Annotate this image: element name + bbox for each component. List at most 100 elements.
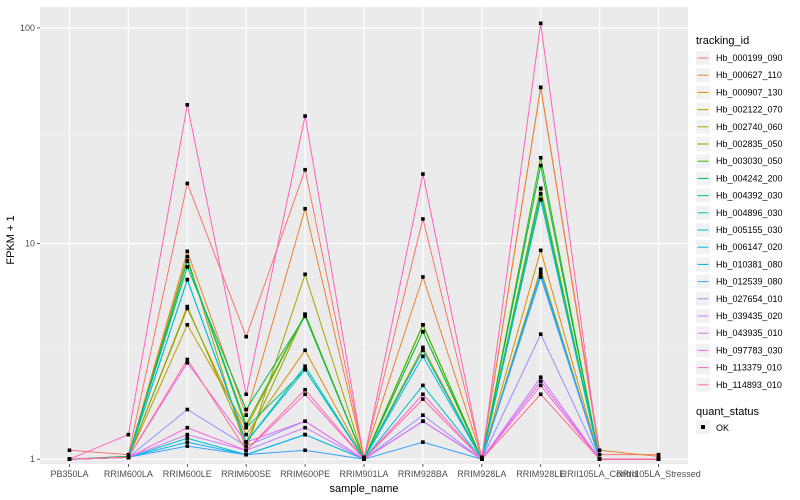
legend-item: Hb_004896_030 — [696, 205, 783, 220]
x-tick-label: RRII105LA_Stressed — [616, 469, 701, 479]
data-point — [538, 248, 543, 253]
legend-label: Hb_005155_030 — [716, 225, 783, 235]
data-point — [597, 457, 602, 461]
data-point — [362, 455, 366, 460]
data-point — [538, 85, 543, 90]
data-point — [185, 259, 190, 263]
data-point — [538, 163, 543, 168]
data-point — [303, 272, 307, 277]
legend-item: Hb_010381_080 — [696, 257, 783, 272]
legend-item: Hb_113379_010 — [696, 360, 782, 375]
x-tick-label: RRIM600LE — [163, 469, 212, 479]
data-point — [538, 267, 543, 272]
status-legend-title: quant_status — [696, 406, 759, 418]
data-point — [656, 454, 661, 459]
x-tick-label: PB350LA — [50, 469, 88, 479]
legend-item: Hb_039435_020 — [696, 309, 783, 323]
data-point — [538, 332, 543, 336]
data-point — [303, 348, 307, 353]
data-point — [126, 452, 131, 457]
status-legend-label: OK — [716, 423, 729, 433]
data-point — [303, 432, 307, 437]
data-point — [538, 392, 543, 397]
data-point — [67, 448, 72, 453]
data-point — [421, 383, 425, 388]
legend-label: Hb_002835_050 — [716, 139, 783, 149]
data-point — [303, 387, 307, 392]
data-point — [185, 436, 190, 441]
data-point — [244, 444, 248, 448]
x-tick-label: RRIM600SE — [221, 469, 271, 479]
data-point — [244, 334, 248, 339]
data-point — [185, 254, 190, 259]
data-point — [538, 21, 543, 26]
data-point — [421, 275, 425, 279]
legend-item: Hb_002740_060 — [696, 119, 783, 134]
data-point — [303, 206, 307, 211]
x-axis-title: sample_name — [329, 483, 398, 495]
data-point — [362, 457, 366, 461]
data-point — [185, 265, 190, 269]
data-point — [421, 397, 425, 401]
legend-label: Hb_043935_010 — [716, 328, 783, 338]
data-point — [480, 455, 484, 460]
x-tick-label: RRIM600LA — [104, 469, 153, 479]
legend-item: Hb_000199_090 — [696, 51, 783, 65]
y-tick-label: 1 — [30, 454, 35, 464]
legend-label: Hb_039435_020 — [716, 311, 783, 321]
data-point — [303, 314, 307, 319]
legend-item: Hb_114893_010 — [696, 377, 782, 392]
data-point — [185, 440, 190, 444]
data-point — [185, 357, 190, 362]
data-point — [185, 277, 190, 282]
data-point — [421, 329, 425, 334]
data-point — [538, 379, 543, 383]
legend-label: Hb_004242_200 — [716, 173, 783, 183]
data-point — [185, 306, 190, 311]
legend: tracking_id Hb_000199_090Hb_000627_110Hb… — [696, 35, 783, 434]
legend-item: Hb_003030_050 — [696, 154, 783, 169]
legend-label: Hb_002740_060 — [716, 122, 783, 132]
data-point — [244, 413, 248, 417]
legend-label: Hb_012539_080 — [716, 277, 783, 287]
data-point — [656, 457, 661, 461]
data-point — [421, 354, 425, 359]
data-point — [126, 455, 131, 460]
data-point — [185, 304, 190, 309]
legend-label: Hb_004392_030 — [716, 191, 783, 201]
data-point — [538, 271, 543, 275]
legend-item: Hb_002122_070 — [696, 102, 783, 117]
data-point — [421, 217, 425, 221]
legend-label: Hb_003030_050 — [716, 156, 783, 166]
data-point — [421, 172, 425, 176]
y-tick-label: 100 — [20, 23, 35, 33]
data-point — [244, 448, 248, 453]
data-point — [244, 392, 248, 397]
data-point — [185, 102, 190, 107]
y-tick-label: 10 — [25, 239, 35, 249]
data-point — [244, 432, 248, 437]
data-point — [244, 407, 248, 412]
data-point — [421, 345, 425, 350]
data-point — [303, 419, 307, 424]
data-point — [421, 348, 425, 353]
data-point — [421, 419, 425, 424]
data-point — [538, 155, 543, 160]
data-point — [244, 422, 248, 427]
data-point — [597, 448, 602, 453]
data-point — [303, 367, 307, 372]
data-point — [303, 392, 307, 397]
legend-label: Hb_114893_010 — [716, 380, 782, 390]
data-point — [421, 392, 425, 397]
legend-item: Hb_004392_030 — [696, 188, 783, 203]
legend-items: Hb_000199_090 Hb_000627_110 Hb_000907_130 H… — [696, 51, 783, 392]
data-point — [67, 457, 72, 461]
legend-item: Hb_006147_020 — [696, 240, 783, 255]
data-point — [244, 425, 248, 430]
data-points — [67, 21, 661, 461]
legend-item: Hb_000907_130 — [696, 85, 783, 100]
legend-label: Hb_027654_010 — [716, 294, 783, 304]
data-point — [185, 425, 190, 430]
legend-label: Hb_113379_010 — [716, 363, 782, 373]
y-axis-title: FPKM + 1 — [5, 215, 17, 264]
